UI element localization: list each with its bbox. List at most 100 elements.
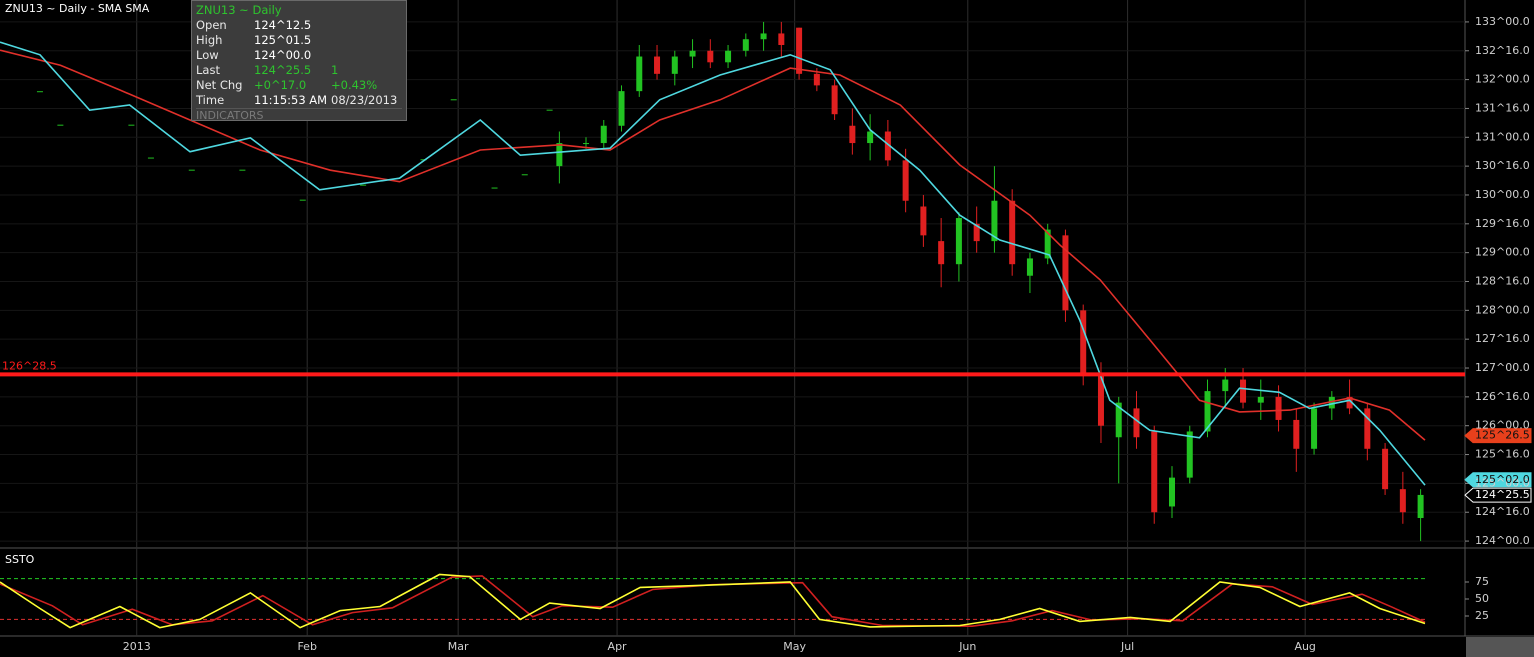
price-tag [1464, 428, 1532, 444]
y-tick-label: 129^00.0 [1475, 246, 1530, 259]
candle-body [1346, 396, 1353, 409]
info-label: Net Chg [196, 78, 243, 92]
series-line [0, 573, 1426, 629]
y-tick-label: 129^16.0 [1475, 217, 1530, 230]
x-tick-label: Jun [958, 640, 976, 653]
info-box: ZNU13 ~ Daily INDICATORS Open 124^12.5 Hig… [191, 0, 407, 122]
info-label: Time [196, 93, 225, 107]
x-tick-label: Feb [297, 640, 316, 653]
x-tick-label: May [783, 640, 806, 653]
candle-body [725, 50, 732, 63]
candle-body [1062, 235, 1069, 311]
info-value: 11:15:53 AM [254, 93, 328, 107]
candle-body [760, 33, 767, 40]
candle-body [1186, 431, 1193, 478]
info-row: Last 124^25.5 1 [196, 63, 406, 78]
candle-body [1133, 408, 1140, 438]
y-tick-label: 126^16.0 [1475, 390, 1530, 403]
candle-body [1275, 396, 1282, 420]
candle-body [618, 91, 625, 126]
candle-body [1240, 379, 1247, 403]
candle-body [556, 143, 563, 167]
series-line [0, 41, 1426, 486]
info-extra: 1 [331, 63, 339, 77]
y-tick-label: 124^16.0 [1475, 505, 1530, 518]
y-tick-label: 128^16.0 [1475, 274, 1530, 287]
candle-body [1080, 310, 1087, 374]
candle-body [1115, 402, 1122, 438]
x-tick-label: Aug [1294, 640, 1315, 653]
candle-body [796, 27, 803, 74]
candle-body [600, 125, 607, 144]
candle-body [849, 125, 856, 144]
x-tick-label: Mar [448, 640, 469, 653]
candle-body [867, 131, 874, 144]
price-tag [1464, 487, 1532, 503]
y-tick-label: 75 [1475, 575, 1489, 588]
chart-title: ZNU13 ~ Daily - SMA SMA [5, 2, 150, 15]
candle-body [1151, 431, 1158, 513]
info-row: Open 124^12.5 [196, 18, 406, 33]
series-line [0, 575, 1426, 628]
candle-body [1204, 391, 1211, 432]
candle-body [884, 131, 891, 161]
info-label: High [196, 33, 223, 47]
candle-body [1222, 379, 1229, 392]
candle-body [955, 218, 962, 265]
y-tick-label: 131^00.0 [1475, 130, 1530, 143]
candle-body [1328, 396, 1335, 409]
candle-body [1169, 477, 1175, 507]
candle-body [831, 85, 838, 115]
candle-body [1382, 448, 1389, 490]
candle-body [1044, 229, 1051, 259]
candle-body [707, 50, 714, 63]
y-tick-label: 133^00.0 [1475, 15, 1530, 28]
candle-body [742, 39, 749, 51]
candle-body [671, 56, 678, 74]
marks [0, 21, 1532, 629]
candle-body [1364, 408, 1371, 449]
candle-body [1097, 373, 1104, 426]
corner [1466, 637, 1534, 657]
y-tick-label: 130^16.0 [1475, 159, 1530, 172]
y-tick-label: 131^16.0 [1475, 101, 1530, 114]
candle-body [778, 33, 785, 45]
y-tick-label: 126^00.0 [1475, 419, 1530, 432]
candle-body [689, 50, 696, 57]
info-value: 124^00.0 [254, 48, 312, 62]
info-row: Time 11:15:53 AM 08/23/2013 [196, 93, 406, 108]
info-extra: 08/23/2013 [331, 93, 398, 107]
info-value: 124^25.5 [254, 63, 312, 77]
price-tag [1464, 472, 1532, 488]
info-value: 125^01.5 [254, 33, 312, 47]
info-label: Open [196, 18, 227, 32]
candle-body [654, 56, 661, 74]
candle-body [938, 241, 945, 265]
candle-body [1257, 396, 1264, 403]
candle-body [1399, 489, 1406, 513]
y-tick-label: 50 [1475, 592, 1489, 605]
info-row: Low 124^00.0 [196, 48, 406, 63]
candle-body [813, 73, 820, 86]
candle-body [1026, 258, 1033, 276]
candle-body [583, 143, 589, 145]
y-tick-label: 130^00.0 [1475, 188, 1530, 201]
candle-body [1293, 419, 1300, 449]
info-value: +0^17.0 [254, 78, 307, 92]
x-tick-label: 2013 [123, 640, 151, 653]
y-tick-label: 25 [1475, 609, 1489, 622]
candle-body [920, 206, 927, 236]
candle-body [902, 160, 909, 201]
info-footer[interactable]: INDICATORS [196, 108, 402, 122]
price-tag-label: 125^26.5 [1475, 429, 1530, 442]
info-value: 124^12.5 [254, 18, 312, 32]
y-tick-label: 132^16.0 [1475, 44, 1530, 57]
info-label: Last [196, 63, 220, 77]
price-tag-label: 124^25.5 [1475, 488, 1530, 501]
x-tick-label: Jul [1120, 640, 1134, 653]
candle-body [991, 200, 998, 242]
y-tick-label: 124^00.0 [1475, 534, 1530, 547]
candle-body [973, 223, 980, 242]
